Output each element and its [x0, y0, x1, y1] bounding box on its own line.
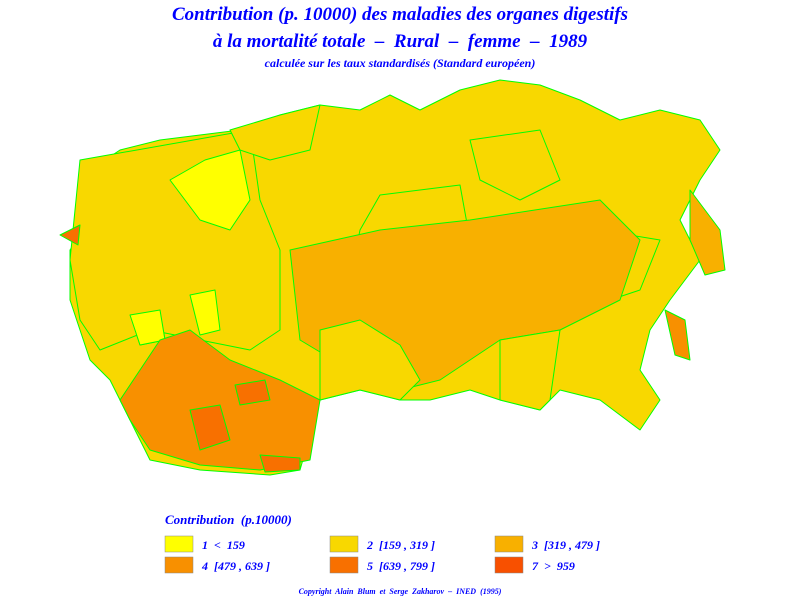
region	[169, 149, 251, 231]
region	[229, 104, 321, 161]
legend-swatch	[494, 535, 524, 553]
region	[499, 329, 561, 411]
region	[189, 289, 221, 336]
legend-swatch	[164, 535, 194, 553]
legend-swatch	[329, 535, 359, 553]
region	[664, 309, 691, 361]
region	[259, 454, 301, 473]
region	[119, 329, 321, 471]
region	[469, 129, 561, 201]
legend-swatch	[164, 556, 194, 574]
legend: 1 < 159 2 [159 , 319 ] 3 [319 , 479 ] 4 [47…	[164, 535, 600, 574]
subtitle: calculée sur les taux standardisés (Stan…	[265, 56, 536, 70]
region	[59, 224, 81, 246]
region	[234, 379, 271, 406]
title-line: à la mortalité totale – Rural – femme – …	[213, 31, 588, 52]
region	[189, 404, 231, 451]
legend-label: 2 [159 , 319 ]	[366, 538, 435, 552]
region	[319, 319, 421, 401]
legend-label: 1 < 159	[202, 538, 245, 552]
legend-label: 3 [319 , 479 ]	[531, 538, 600, 552]
legend-label: 7 > 959	[532, 559, 575, 573]
legend-label: 5 [639 , 799 ]	[367, 559, 435, 573]
copyright: Copyright Alain Blum et Serge Zakharov –…	[299, 587, 502, 596]
legend-label: 4 [479 , 639 ]	[201, 559, 270, 573]
title-line: Contribution (p. 10000) des maladies des…	[172, 4, 628, 25]
legend-swatch	[494, 556, 524, 574]
region	[69, 129, 281, 351]
legend-swatch	[329, 556, 359, 574]
region	[689, 189, 726, 276]
map	[59, 79, 726, 476]
legend-title: Contribution (p.10000)	[165, 512, 292, 527]
